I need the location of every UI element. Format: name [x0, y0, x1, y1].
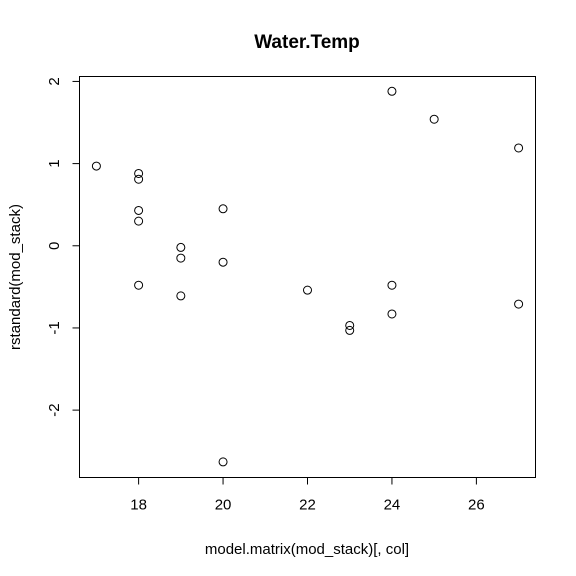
- data-point: [134, 168, 144, 178]
- data-point: [134, 280, 144, 290]
- y-tick-label: 1: [46, 159, 63, 167]
- data-point: [176, 242, 186, 252]
- data-point: [134, 205, 144, 215]
- x-tick-label: 24: [384, 497, 401, 514]
- data-point: [345, 325, 355, 335]
- x-axis-label: model.matrix(mod_stack)[, col]: [205, 541, 409, 558]
- data-point: [387, 86, 397, 96]
- y-tick-label: -2: [46, 403, 63, 416]
- data-point: [303, 285, 312, 295]
- data-point: [176, 291, 186, 301]
- x-tick-label: 22: [299, 497, 316, 514]
- y-axis: -2 -1 0 1 2: [46, 77, 80, 417]
- data-point: [134, 174, 144, 184]
- data-point: [218, 204, 228, 214]
- x-tick-label: 18: [130, 497, 147, 514]
- data-point: [387, 309, 397, 319]
- data-point: [429, 114, 439, 124]
- data-point: [176, 253, 186, 263]
- data-point: [91, 161, 101, 171]
- data-points: [91, 86, 524, 467]
- data-point: [514, 143, 524, 153]
- data-point: [218, 257, 228, 267]
- plot-area: [79, 76, 536, 478]
- chart-title: Water.Temp: [254, 32, 360, 53]
- y-tick-label: -1: [46, 321, 63, 334]
- x-axis: 18 20 22 24 26: [130, 477, 485, 514]
- x-tick-label: 20: [215, 497, 232, 514]
- data-point: [514, 299, 524, 309]
- data-point: [134, 216, 144, 226]
- x-tick-label: 26: [468, 497, 485, 514]
- data-point: [345, 320, 355, 330]
- y-tick-label: 2: [46, 77, 63, 85]
- y-axis-label: rstandard(mod_stack): [7, 204, 24, 350]
- y-tick-label: 0: [46, 242, 63, 250]
- data-point: [218, 457, 228, 467]
- data-point: [387, 280, 397, 290]
